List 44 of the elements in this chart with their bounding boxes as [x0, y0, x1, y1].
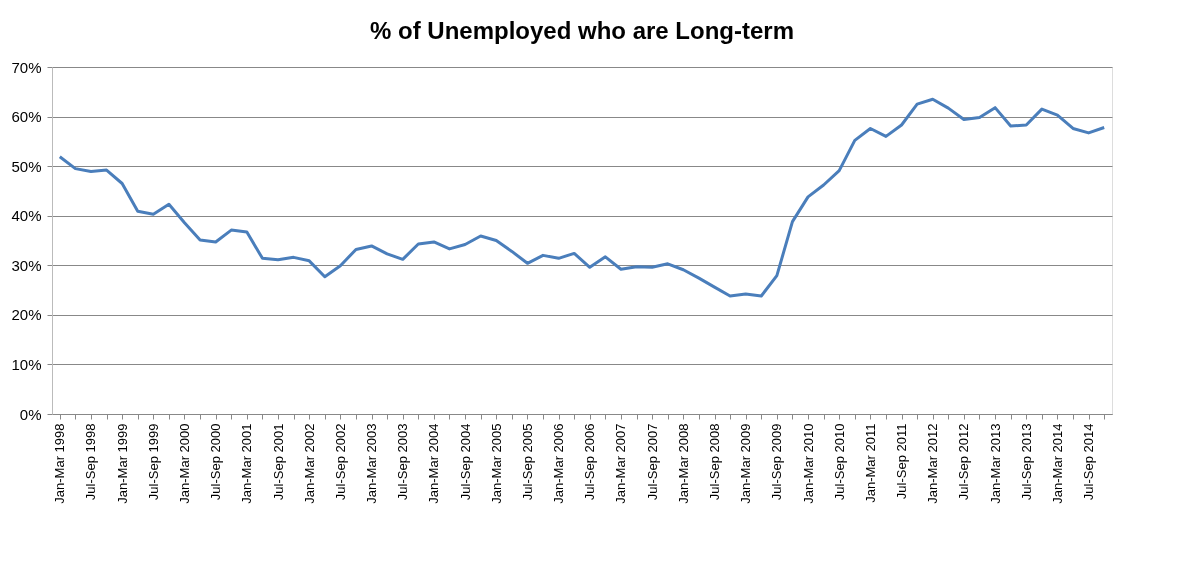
x-tick-label: Jul-Sep 2013	[1018, 423, 1034, 501]
x-tick-label: Jan-Mar 2013	[987, 423, 1003, 504]
y-tick-label: 30%	[11, 256, 42, 274]
x-tick-label: Jan-Mar 2004	[426, 423, 442, 504]
x-tick-label: Jul-Sep 2003	[395, 423, 411, 501]
y-tick-label: 20%	[11, 306, 42, 324]
y-tick-label: 10%	[11, 355, 42, 373]
x-tick-label: Jan-Mar 2007	[613, 423, 629, 504]
x-tick-label: Jan-Mar 2002	[301, 423, 317, 504]
y-tick-label: 50%	[11, 157, 42, 175]
line-series	[58, 97, 1106, 298]
x-tick-label: Jan-Mar 2009	[738, 423, 754, 504]
x-tick-label: Jan-Mar 2003	[364, 423, 380, 504]
chart-title: % of Unemployed who are Long-term	[369, 17, 795, 44]
x-tick-label: Jul-Sep 2000	[208, 423, 224, 501]
x-tick-label: Jan-Mar 1999	[114, 423, 130, 504]
y-tick-label: 60%	[11, 108, 42, 126]
y-tick-label: 0%	[19, 405, 42, 423]
x-tick-label: Jan-Mar 2010	[800, 423, 816, 504]
x-tick-label: Jan-Mar 2006	[551, 423, 567, 504]
x-tick-label: Jan-Mar 2008	[675, 423, 691, 504]
x-tick-label: Jan-Mar 2005	[488, 423, 504, 504]
x-tick-label: Jan-Mar 2000	[177, 423, 192, 504]
x-tick-label: Jul-Sep 1999	[145, 423, 161, 501]
x-tick-label: Jul-Sep 2001	[270, 423, 286, 501]
x-tick-label: Jan-Mar 2011	[862, 423, 878, 503]
x-tick-label: Jan-Mar 2012	[925, 423, 941, 504]
x-tick-label: Jul-Sep 2008	[707, 423, 722, 501]
x-tick-label: Jan-Mar 2001	[239, 423, 255, 504]
x-tick-label: Jul-Sep 2007	[644, 423, 660, 501]
y-tick-label: 70%	[11, 58, 42, 76]
y-tick-label: 40%	[11, 207, 42, 225]
x-tick-label: Jul-Sep 2004	[457, 423, 473, 501]
x-tick-label: Jul-Sep 2002	[332, 423, 348, 501]
x-tick-label: Jul-Sep 2010	[831, 423, 847, 501]
x-tick-label: Jul-Sep 2005	[519, 423, 535, 501]
x-tick-label: Jul-Sep 2009	[769, 423, 785, 501]
x-tick-label: Jul-Sep 2011	[894, 423, 910, 500]
x-tick-label: Jan-Mar 2014	[1049, 423, 1065, 504]
x-tick-label: Jul-Sep 2014	[1081, 423, 1097, 501]
x-tick-label: Jul-Sep 2006	[582, 423, 598, 501]
x-tick-label: Jul-Sep 1998	[83, 423, 99, 501]
x-tick-label: Jul-Sep 2012	[956, 423, 972, 501]
x-tick-label: Jan-Mar 1998	[52, 423, 68, 504]
